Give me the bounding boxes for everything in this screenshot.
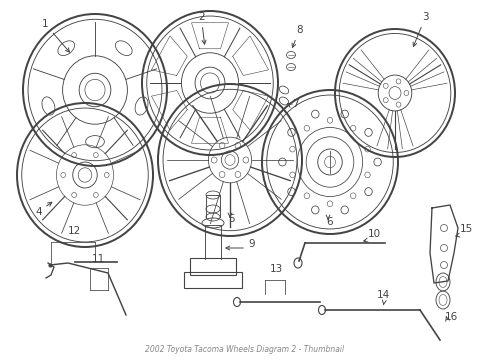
Text: 4: 4 xyxy=(35,202,52,217)
Text: 1: 1 xyxy=(42,19,69,52)
Ellipse shape xyxy=(388,87,400,99)
Ellipse shape xyxy=(324,156,335,168)
Text: 7: 7 xyxy=(291,99,298,109)
Text: 10: 10 xyxy=(367,229,380,239)
Text: 11: 11 xyxy=(92,254,105,264)
Ellipse shape xyxy=(85,79,105,101)
Text: 5: 5 xyxy=(227,214,234,224)
Text: 2002 Toyota Tacoma Wheels Diagram 2 - Thumbnail: 2002 Toyota Tacoma Wheels Diagram 2 - Th… xyxy=(144,345,344,354)
Ellipse shape xyxy=(78,168,92,182)
Text: 8: 8 xyxy=(291,25,302,48)
Text: 16: 16 xyxy=(444,312,457,322)
Text: 9: 9 xyxy=(247,239,254,249)
Text: 14: 14 xyxy=(376,290,389,300)
Text: 6: 6 xyxy=(325,217,332,227)
Ellipse shape xyxy=(200,73,219,93)
Text: 3: 3 xyxy=(412,12,428,46)
Ellipse shape xyxy=(224,155,235,165)
Text: 2: 2 xyxy=(198,12,205,44)
Text: 13: 13 xyxy=(269,264,283,274)
Text: 12: 12 xyxy=(68,226,81,236)
Text: 15: 15 xyxy=(459,224,472,234)
